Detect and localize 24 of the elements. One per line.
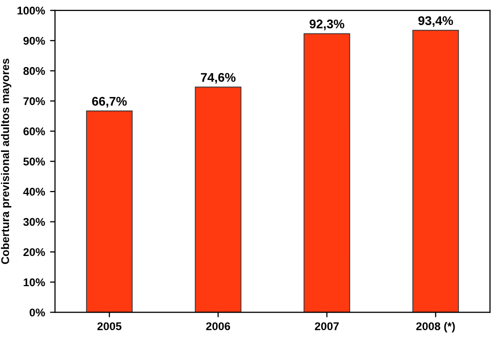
y-tick-label: 0% [30, 308, 45, 316]
y-tick-label: 30% [23, 218, 45, 226]
y-tick-label: 60% [23, 127, 45, 136]
x-tick-label: 2008 (*) [416, 322, 455, 332]
y-tick-label: 70% [24, 97, 45, 106]
y-tick-label: 40% [23, 188, 45, 196]
y-tick-label: 10% [24, 278, 45, 286]
x-tick-label: 2007 [314, 322, 339, 330]
y-tick-label: 90% [23, 36, 45, 45]
y-tick-label: 20% [23, 248, 45, 256]
bar [86, 110, 133, 312]
x-tick-label: 2006 [206, 322, 230, 330]
y-tick-label: 100% [18, 6, 45, 15]
data-label: 92,3% [310, 20, 344, 30]
data-label: 66,7% [92, 96, 127, 108]
x-tick-label: 2005 [97, 322, 122, 330]
bar [412, 30, 459, 312]
y-tick-label: 50% [23, 158, 45, 166]
bar [304, 33, 350, 312]
y-tick-label: 80% [23, 67, 45, 75]
data-label: 93,4% [418, 16, 454, 27]
data-label: 74,6% [200, 72, 236, 84]
bar [194, 86, 242, 312]
y-axis-title: Cobertura previsional adultos mayores [0, 58, 12, 264]
